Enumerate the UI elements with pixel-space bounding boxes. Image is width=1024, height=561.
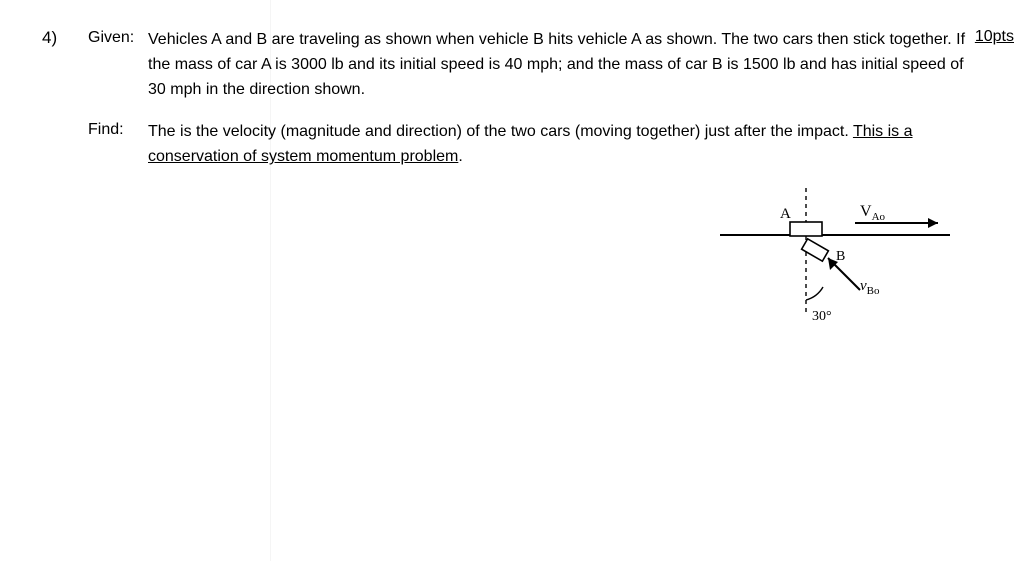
label-b: B bbox=[836, 249, 845, 264]
problem-number: 4) bbox=[42, 28, 57, 48]
label-vao: VAo bbox=[860, 203, 886, 223]
car-b-group bbox=[802, 239, 829, 261]
given-text: Vehicles A and B are traveling as shown … bbox=[148, 28, 968, 102]
label-a: A bbox=[780, 206, 791, 222]
given-label: Given: bbox=[88, 28, 148, 102]
given-row: Given: Vehicles A and B are traveling as… bbox=[88, 28, 974, 102]
find-text-prefix: The is the velocity (magnitude and direc… bbox=[148, 123, 853, 140]
label-vbo-sub: Bo bbox=[867, 285, 880, 297]
label-vao-v: V bbox=[860, 203, 872, 220]
points-label: 10pts bbox=[975, 28, 1014, 46]
find-row: Find: The is the velocity (magnitude and… bbox=[88, 120, 974, 170]
collision-diagram: A VAo B vBo 30° bbox=[720, 180, 1000, 380]
label-vbo: vBo bbox=[860, 278, 880, 297]
diagram-svg: A VAo B vBo 30° bbox=[720, 180, 1000, 380]
label-vao-sub: Ao bbox=[872, 211, 886, 223]
angle-arc bbox=[806, 287, 823, 300]
angle-label: 30° bbox=[812, 309, 832, 324]
vao-arrow-head bbox=[928, 218, 938, 228]
car-a-rect bbox=[790, 222, 822, 236]
find-text: The is the velocity (magnitude and direc… bbox=[148, 120, 968, 170]
find-label: Find: bbox=[88, 120, 148, 170]
find-text-period: . bbox=[458, 148, 462, 165]
problem-block: 4) 10pts Given: Vehicles A and B are tra… bbox=[0, 0, 1024, 170]
car-b-rect bbox=[802, 239, 829, 261]
